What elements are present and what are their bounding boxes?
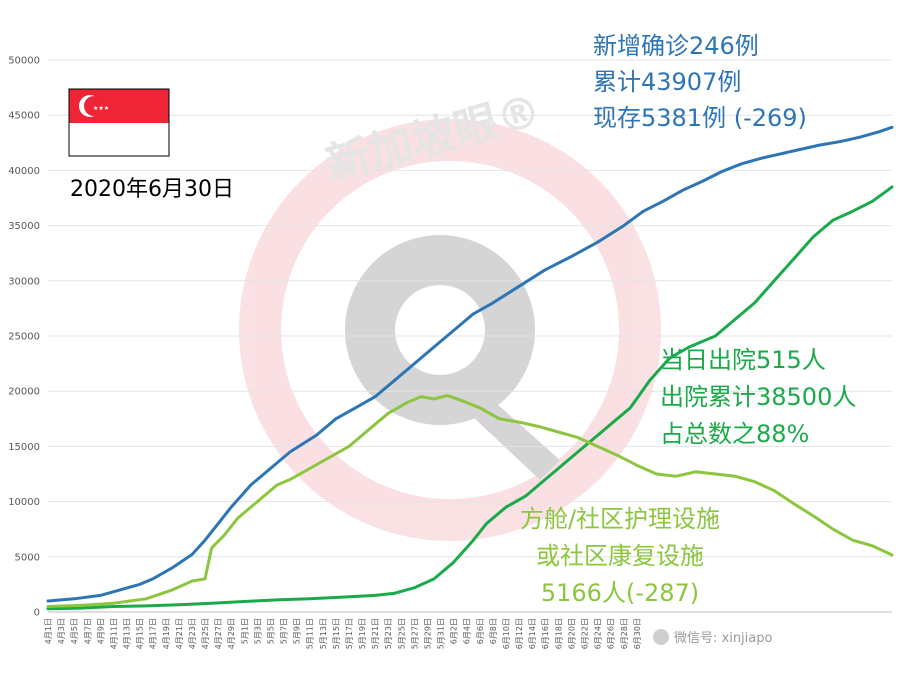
x-tick-label: 6月24日 [594, 618, 603, 649]
annotation-community: 方舱/社区护理设施 或社区康复设施 5166人(-287) [520, 505, 720, 607]
wechat-label: 微信号: xinjiapo [674, 631, 772, 646]
y-tick-label: 15000 [8, 442, 40, 453]
x-tick-label: 6月8日 [489, 618, 498, 644]
x-tick-label: 4月21日 [175, 618, 184, 649]
x-tick-label: 4月17日 [149, 618, 158, 649]
x-tick-label: 5月29日 [423, 618, 432, 649]
series-line-0 [46, 125, 894, 603]
x-tick-label: 6月18日 [554, 618, 563, 649]
y-tick-label: 30000 [8, 276, 40, 287]
x-tick-label: 6月20日 [567, 618, 576, 649]
watermark-lens-hole [395, 285, 485, 375]
x-tick-label: 4月27日 [214, 618, 223, 649]
x-tick-label: 4月23日 [188, 618, 197, 649]
x-tick-label: 4月13日 [123, 618, 132, 649]
singapore-flag: ★★★ [68, 88, 170, 157]
x-tick-label: 4月25日 [201, 618, 210, 649]
x-tick-label: 5月9日 [293, 618, 302, 644]
flag-bottom [69, 123, 169, 156]
series-lines [46, 125, 894, 611]
x-tick-label: 4月5日 [70, 618, 79, 644]
y-tick-label: 5000 [15, 552, 40, 563]
wechat-badge: 微信号: xinjiapo [653, 629, 772, 646]
date-label: 2020年6月30日 [70, 177, 234, 202]
x-axis-ticks: 4月1日 4月3日 4月5日 4月7日 4月9日 4月11日 4月13日 4月15日 4月17日… [44, 618, 642, 649]
x-tick-label: 6月26日 [607, 618, 616, 649]
x-tick-label: 5月3日 [253, 618, 262, 644]
x-tick-label: 6月30日 [633, 618, 642, 649]
y-axis-ticks: 0 5000 10000 15000 20000 25000 30000 35000 40000… [8, 56, 40, 619]
flag-crescent-inner [84, 96, 104, 116]
x-tick-label: 5月17日 [345, 618, 354, 649]
x-tick-label: 5月15日 [332, 618, 341, 649]
y-tick-label: 50000 [8, 56, 40, 67]
y-tick-label: 45000 [8, 111, 40, 122]
y-tick-label: 25000 [8, 332, 40, 343]
annotation-community-line-2: 或社区康复设施 [536, 542, 704, 570]
x-tick-label: 6月22日 [580, 618, 589, 649]
annotation-confirmed-line-3: 现存5381例 (-269) [593, 104, 807, 132]
y-tick-label: 10000 [8, 497, 40, 508]
watermark-handle [455, 380, 560, 480]
x-tick-label: 5月21日 [371, 618, 380, 649]
x-tick-label: 4月3日 [57, 618, 66, 644]
x-tick-label: 6月16日 [541, 618, 550, 649]
series-line-2 [46, 394, 894, 608]
x-tick-label: 4月15日 [136, 618, 145, 649]
annotation-discharged-line-3: 占总数之88% [660, 420, 809, 448]
annotation-confirmed: 新增确诊246例 累计43907例 现存5381例 (-269) [593, 32, 807, 132]
x-tick-label: 6月10日 [502, 618, 511, 649]
y-tick-label: 40000 [8, 166, 40, 177]
x-tick-label: 5月5日 [266, 618, 275, 644]
x-tick-label: 6月2日 [450, 618, 459, 644]
watermark-text: 新加坡眼® [321, 85, 547, 191]
y-tick-label: 20000 [8, 387, 40, 398]
y-tick-label: 35000 [8, 221, 40, 232]
wechat-icon [653, 629, 669, 645]
series-line-1 [46, 185, 894, 611]
annotation-discharged: 当日出院515人 出院累计38500人 占总数之88% [660, 346, 856, 448]
watermark-ring [239, 119, 661, 541]
annotation-discharged-line-2: 出院累计38500人 [660, 383, 856, 411]
flag-stars-icon: ★★★ [93, 105, 109, 112]
x-tick-label: 5月25日 [397, 618, 406, 649]
x-tick-label: 5月27日 [410, 618, 419, 649]
x-tick-label: 6月14日 [528, 618, 537, 649]
x-tick-label: 5月13日 [319, 618, 328, 649]
x-tick-label: 6月12日 [515, 618, 524, 649]
annotation-community-line-1: 方舱/社区护理设施 [520, 505, 720, 533]
x-tick-label: 5月31日 [437, 618, 446, 649]
x-tick-label: 5月1日 [240, 618, 249, 644]
x-tick-label: 4月29日 [227, 618, 236, 649]
x-tick-label: 5月19日 [358, 618, 367, 649]
x-tick-label: 5月11日 [306, 618, 315, 649]
x-tick-label: 4月19日 [162, 618, 171, 649]
x-tick-label: 4月11日 [109, 618, 118, 649]
x-tick-label: 6月28日 [620, 618, 629, 649]
watermark: 新加坡眼® [239, 85, 661, 541]
x-tick-label: 6月6日 [476, 618, 485, 644]
flag-border [68, 88, 170, 157]
x-tick-label: 4月1日 [44, 618, 53, 644]
x-tick-label: 5月7日 [280, 618, 289, 644]
x-tick-label: 6月4日 [463, 618, 472, 644]
y-tick-label: 0 [34, 608, 40, 619]
annotation-confirmed-line-1: 新增确诊246例 [593, 32, 759, 60]
annotation-discharged-line-1: 当日出院515人 [660, 346, 826, 374]
annotation-confirmed-line-2: 累计43907例 [593, 68, 741, 96]
x-tick-label: 4月9日 [96, 618, 105, 644]
annotation-community-line-3: 5166人(-287) [541, 579, 699, 607]
x-tick-label: 4月7日 [83, 618, 92, 644]
x-tick-label: 5月23日 [384, 618, 393, 649]
